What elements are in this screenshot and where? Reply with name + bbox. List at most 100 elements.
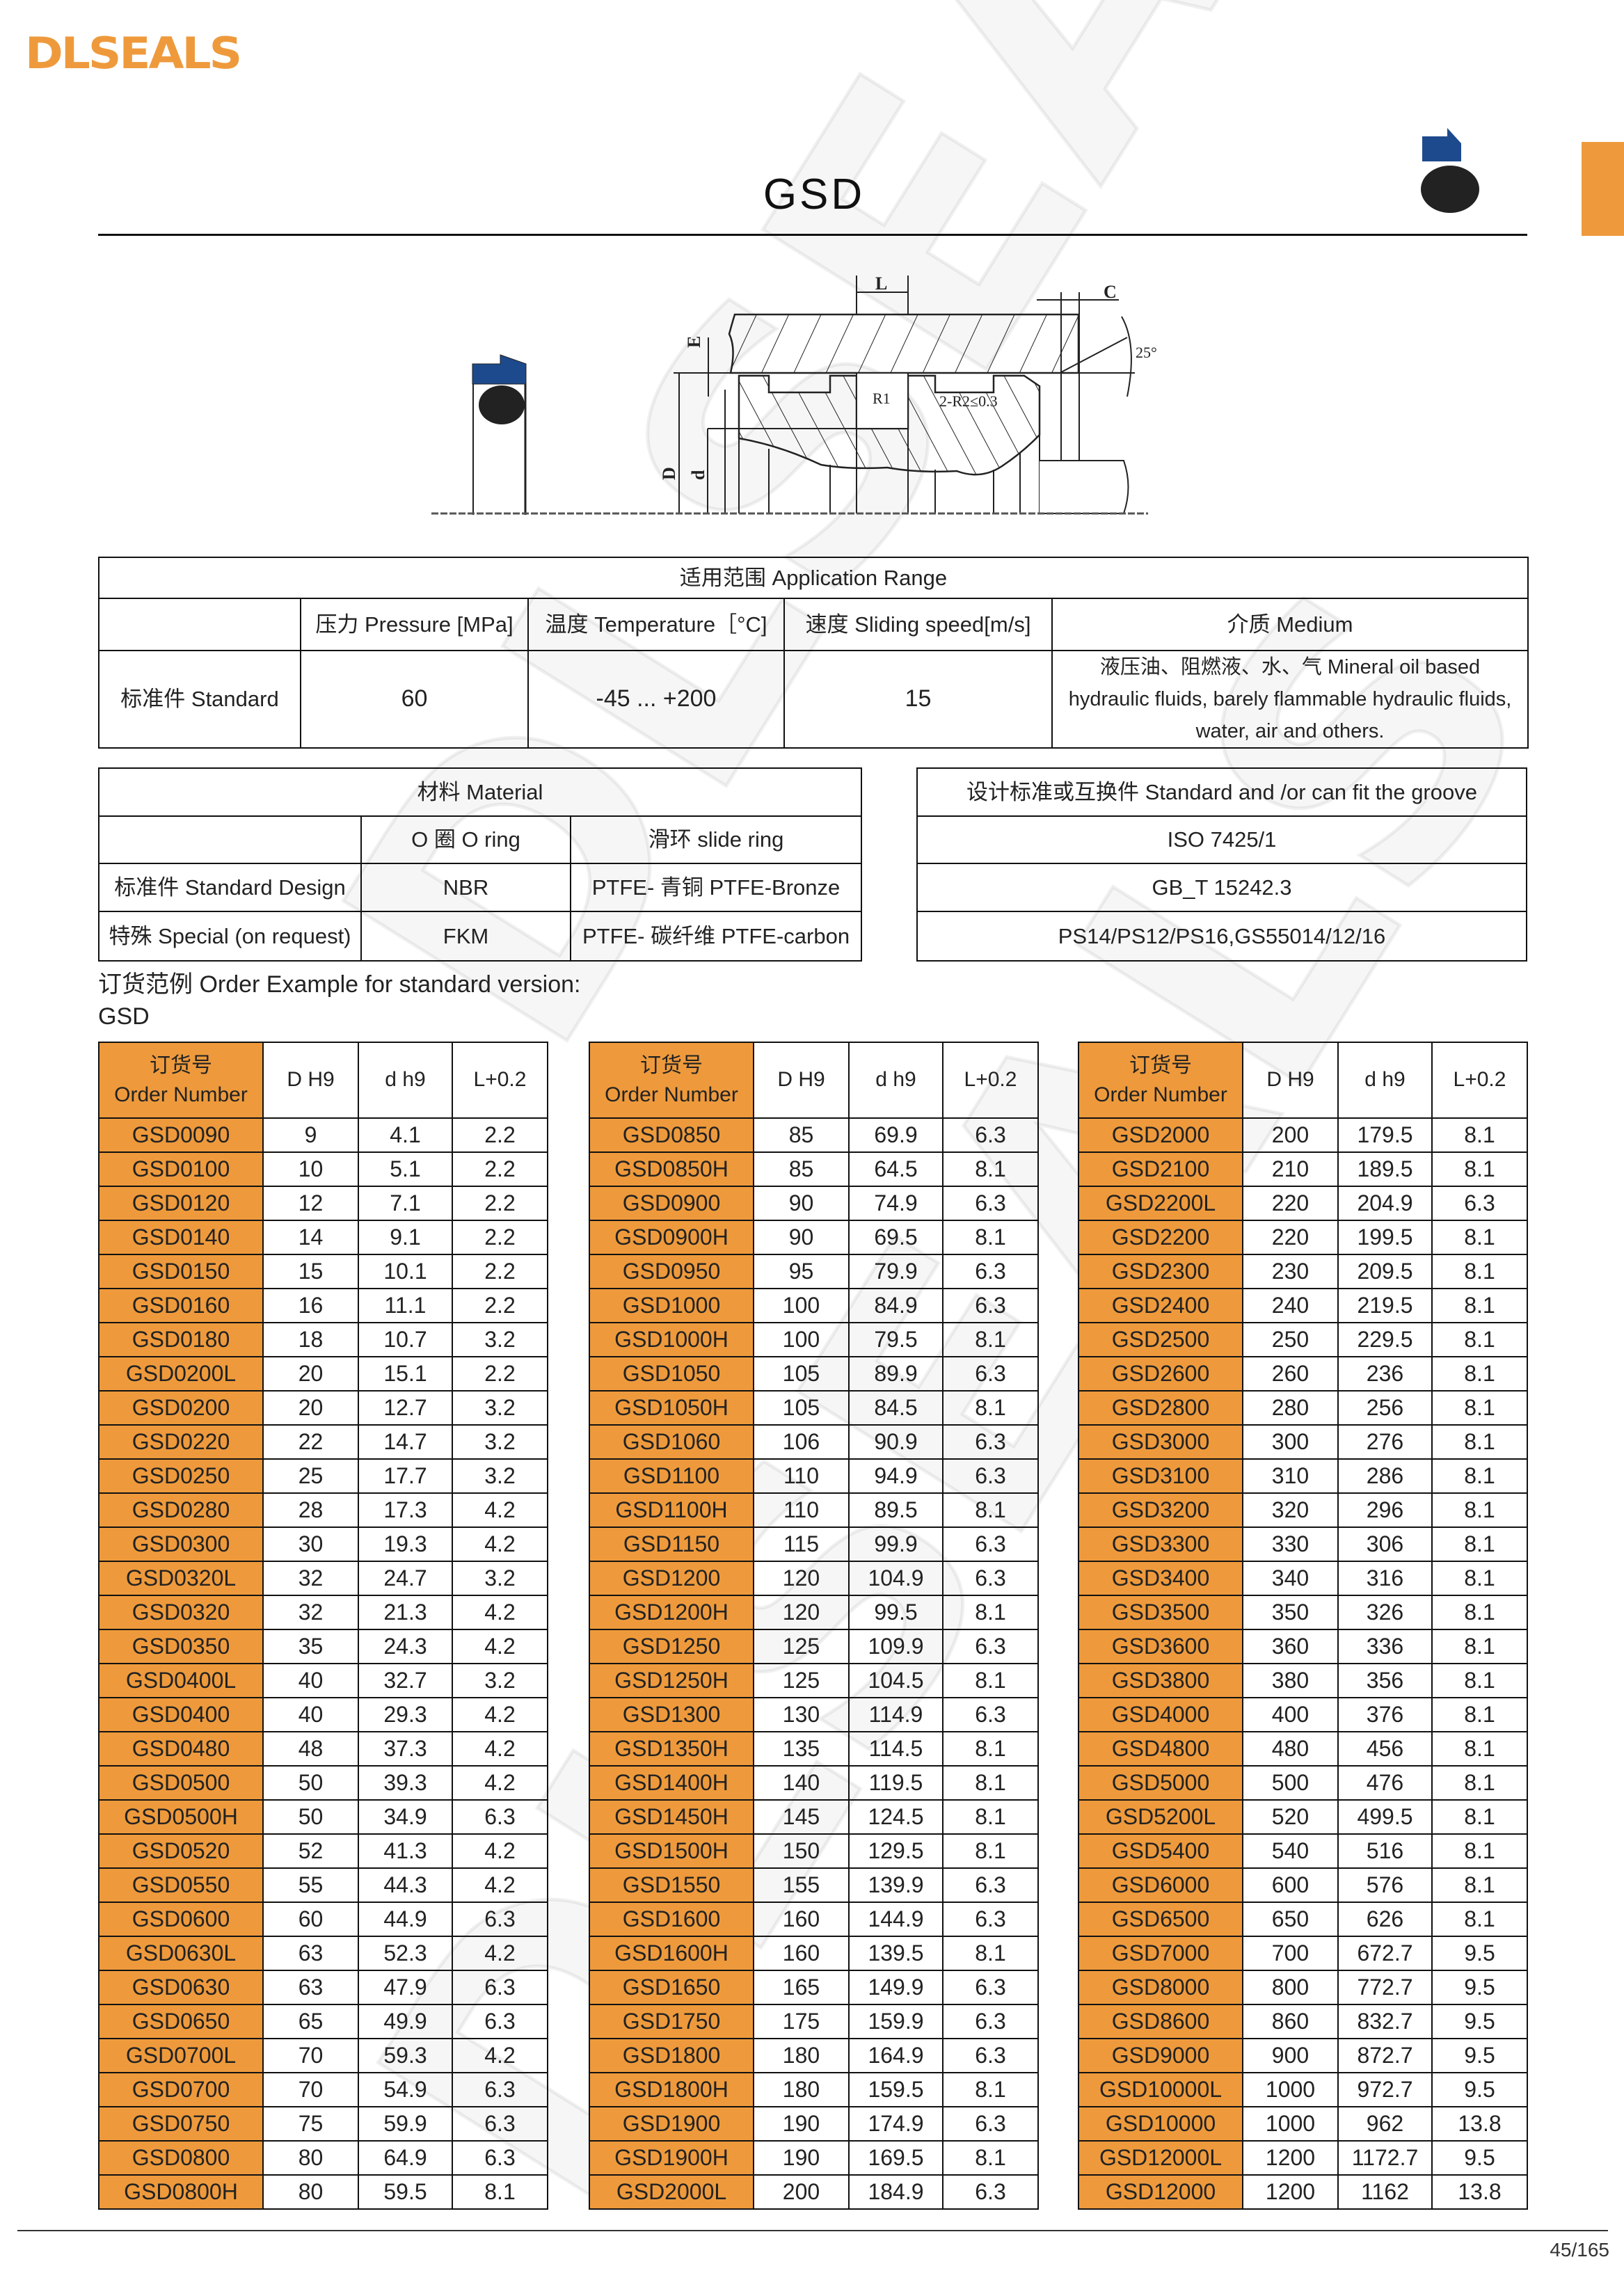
groove-width: 6.3 [942, 2174, 1039, 2210]
size-table: 订货号 Order Number D H9 d h9 L+0.2 GSD0850 85 69.… [589, 1042, 1039, 2210]
table-row: GSD0120 12 7.1 2.2 [98, 1186, 548, 1221]
bore-diameter: 260 [1242, 1356, 1339, 1392]
bore-diameter: 310 [1242, 1458, 1339, 1494]
groove-diameter: 29.3 [358, 1697, 453, 1732]
groove-diameter: 54.9 [358, 2072, 453, 2107]
bore-diameter: 105 [753, 1356, 850, 1392]
bore-diameter: 1000 [1242, 2106, 1339, 2142]
bore-diameter: 70 [262, 2038, 359, 2073]
groove-diameter: 189.5 [1337, 1151, 1433, 1187]
table-row: GSD0850H 85 64.5 8.1 [589, 1151, 1039, 1187]
bore-diameter: 175 [753, 2004, 850, 2039]
order-number: GSD0350 [98, 1629, 264, 1664]
header-order-number-cn: 订货号 [1129, 1053, 1192, 1077]
table-row: GSD1050 105 89.9 6.3 [589, 1356, 1039, 1392]
speed-value: 15 [783, 650, 1053, 749]
groove-diameter: 21.3 [358, 1595, 453, 1630]
groove-diameter: 149.9 [848, 1970, 944, 2005]
table-row: GSD10000 1000 962 13.8 [1078, 2106, 1528, 2142]
order-number: GSD0650 [98, 2004, 264, 2039]
groove-diameter: 1162 [1337, 2174, 1433, 2210]
groove-diameter: 90.9 [848, 1424, 944, 1460]
order-number: GSD1200H [589, 1595, 754, 1630]
bore-diameter: 110 [753, 1492, 850, 1528]
bore-diameter: 800 [1242, 1970, 1339, 2005]
table-row: GSD2000L 200 184.9 6.3 [589, 2174, 1039, 2210]
header-order-number-en: Order Number [605, 1083, 738, 1106]
bore-diameter: 210 [1242, 1151, 1339, 1187]
order-number: GSD2000 [1078, 1117, 1243, 1153]
order-number: GSD2100 [1078, 1151, 1243, 1187]
order-number: GSD0550 [98, 1867, 264, 1903]
standard-item: GB_T 15242.3 [916, 863, 1527, 912]
title-divider [98, 234, 1527, 236]
order-number: GSD1750 [589, 2004, 754, 2039]
bore-diameter: 55 [262, 1867, 359, 1903]
o-ring-material: NBR [360, 863, 571, 912]
order-number: GSD0900 [589, 1186, 754, 1221]
table-row: GSD0600 60 44.9 6.3 [98, 1902, 548, 1937]
table-row: GSD0140 14 9.1 2.2 [98, 1220, 548, 1255]
groove-width: 9.5 [1431, 2140, 1528, 2176]
order-number: GSD3500 [1078, 1595, 1243, 1630]
groove-width: 3.2 [452, 1390, 548, 1426]
groove-width: 2.2 [452, 1288, 548, 1323]
order-number: GSD1250 [589, 1629, 754, 1664]
groove-diameter: 139.5 [848, 1936, 944, 1971]
bore-diameter: 100 [753, 1322, 850, 1357]
groove-diameter: 69.9 [848, 1117, 944, 1153]
bore-diameter: 140 [753, 1765, 850, 1801]
bore-diameter: 16 [262, 1288, 359, 1323]
bore-diameter: 85 [753, 1117, 850, 1153]
order-number: GSD10000 [1078, 2106, 1243, 2142]
bore-diameter: 220 [1242, 1220, 1339, 1255]
groove-diameter: 276 [1337, 1424, 1433, 1460]
table-row: GSD2200 220 199.5 8.1 [1078, 1220, 1528, 1255]
order-number: GSD1600 [589, 1902, 754, 1937]
order-number: GSD0700 [98, 2072, 264, 2107]
order-number: GSD1500H [589, 1833, 754, 1869]
bore-diameter: 18 [262, 1322, 359, 1357]
order-number: GSD3300 [1078, 1526, 1243, 1562]
header-l-width: L+0.2 [1431, 1042, 1528, 1119]
order-example-value: GSD [98, 1003, 150, 1030]
application-range-table: 适用范围 Application Range 压力 Pressure [MPa]… [97, 557, 1529, 749]
groove-width: 4.2 [452, 1765, 548, 1801]
table-row: GSD1250H 125 104.5 8.1 [589, 1663, 1039, 1698]
table-row: GSD0090 9 4.1 2.2 [98, 1117, 548, 1153]
groove-width: 9.5 [1431, 2072, 1528, 2107]
groove-width: 6.3 [452, 1799, 548, 1835]
groove-diameter: 64.5 [848, 1151, 944, 1187]
order-number: GSD2000L [589, 2174, 754, 2210]
order-number: GSD1100H [589, 1492, 754, 1528]
groove-width: 13.8 [1431, 2174, 1528, 2210]
table-row: GSD2300 230 209.5 8.1 [1078, 1254, 1528, 1289]
groove-width: 8.1 [1431, 1902, 1528, 1937]
order-number: GSD8000 [1078, 1970, 1243, 2005]
order-number: GSD1350H [589, 1731, 754, 1767]
table-row: GSD0500 50 39.3 4.2 [98, 1765, 548, 1801]
groove-width: 4.2 [452, 1936, 548, 1971]
groove-width: 4.2 [452, 1697, 548, 1732]
groove-width: 6.3 [452, 2004, 548, 2039]
bore-diameter: 35 [262, 1629, 359, 1664]
header-order-number-cn: 订货号 [640, 1053, 703, 1077]
order-number: GSD0320L [98, 1561, 264, 1596]
groove-diameter: 12.7 [358, 1390, 453, 1426]
groove-diameter: 169.5 [848, 2140, 944, 2176]
order-number: GSD6500 [1078, 1902, 1243, 1937]
bore-diameter: 40 [262, 1697, 359, 1732]
bore-diameter: 105 [753, 1390, 850, 1426]
bore-diameter: 100 [753, 1288, 850, 1323]
angle-label: 25° [1136, 344, 1157, 361]
groove-diameter: 179.5 [1337, 1117, 1433, 1153]
bore-diameter: 500 [1242, 1765, 1339, 1801]
bore-diameter: 650 [1242, 1902, 1339, 1937]
order-number: GSD2300 [1078, 1254, 1243, 1289]
groove-width: 2.2 [452, 1356, 548, 1392]
groove-diameter: 119.5 [848, 1765, 944, 1801]
bore-diameter: 115 [753, 1526, 850, 1562]
table-row: GSD0180 18 10.7 3.2 [98, 1322, 548, 1357]
groove-diameter: 5.1 [358, 1151, 453, 1187]
groove-diameter: 4.1 [358, 1117, 453, 1153]
